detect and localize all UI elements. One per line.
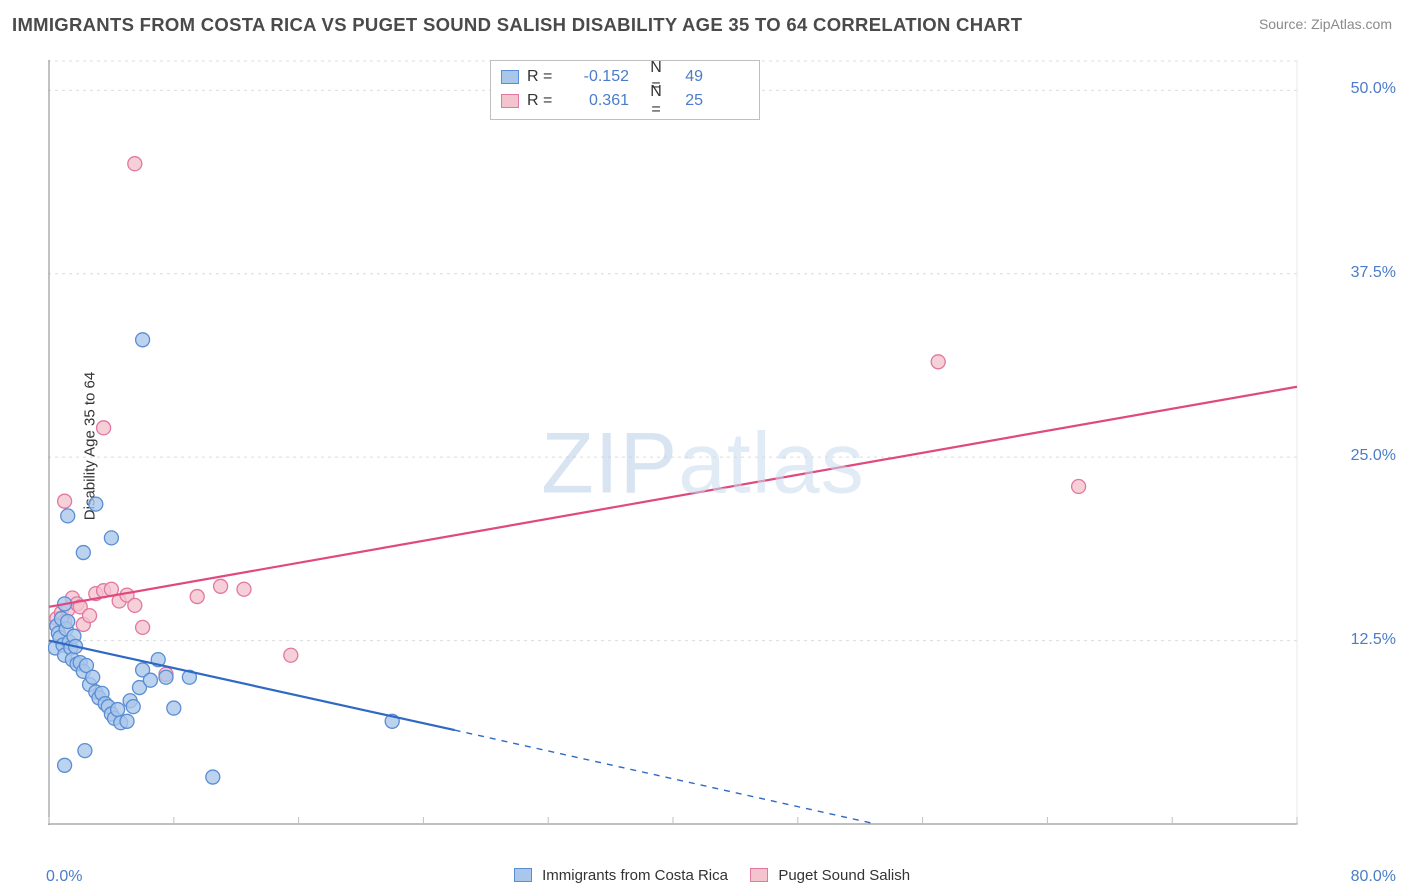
legend-label: Immigrants from Costa Rica [542, 867, 728, 884]
stat-R-label: R = [527, 92, 553, 110]
y-tick-label: 37.5% [1351, 264, 1396, 282]
swatch-icon [501, 70, 519, 84]
legend: Immigrants from Costa Rica Puget Sound S… [0, 867, 1406, 884]
correlation-stats-box: R = -0.152 N = 49 R = 0.361 N = 25 [490, 60, 760, 120]
scatter-svg [48, 60, 1298, 825]
y-tick-label: 50.0% [1351, 80, 1396, 98]
legend-label: Puget Sound Salish [778, 867, 910, 884]
stat-N-value: 49 [673, 68, 703, 86]
chart-title: IMMIGRANTS FROM COSTA RICA VS PUGET SOUN… [12, 14, 1022, 36]
y-tick-label: 12.5% [1351, 631, 1396, 649]
source-attribution: Source: ZipAtlas.com [1259, 16, 1392, 32]
plot-area [48, 60, 1298, 825]
swatch-icon [501, 94, 519, 108]
stat-N-value: 25 [673, 92, 703, 110]
stat-N-label: N = [637, 83, 665, 119]
stat-R-label: R = [527, 68, 553, 86]
stats-row-series-1: R = -0.152 N = 49 [501, 65, 749, 89]
stat-R-value: 0.361 [561, 92, 629, 110]
stat-R-value: -0.152 [561, 68, 629, 86]
stats-row-series-2: R = 0.361 N = 25 [501, 89, 749, 113]
y-tick-label: 25.0% [1351, 447, 1396, 465]
swatch-icon [750, 868, 768, 882]
swatch-icon [514, 868, 532, 882]
